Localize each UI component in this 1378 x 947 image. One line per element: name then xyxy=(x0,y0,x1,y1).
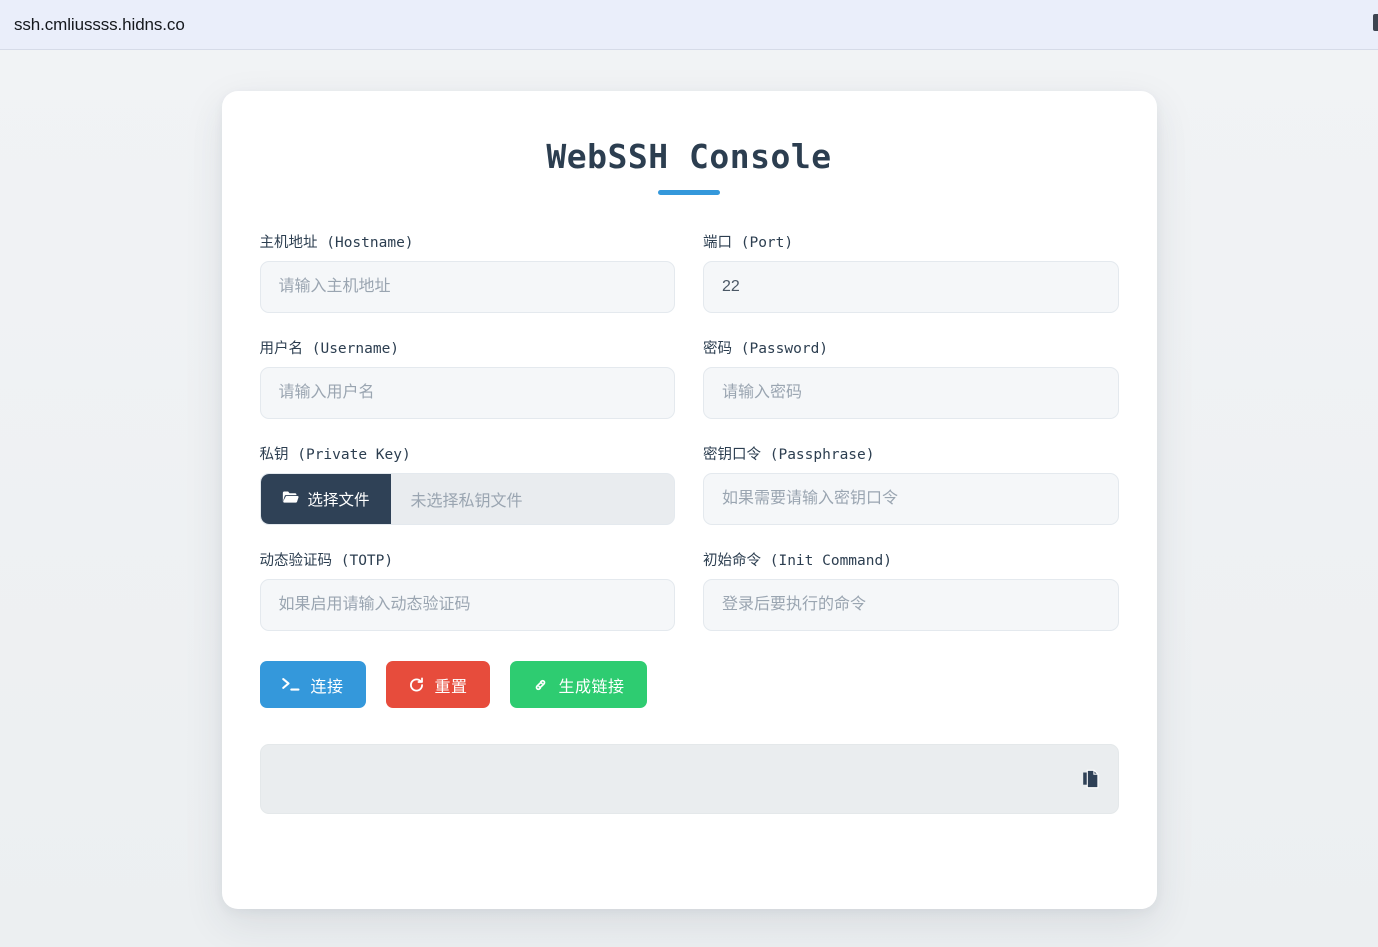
hostname-input[interactable] xyxy=(259,261,675,313)
label-password: 密码 (Password) xyxy=(703,341,829,357)
totp-input[interactable] xyxy=(259,579,675,631)
title-underline-accent xyxy=(658,190,720,195)
label-hostname: 主机地址 (Hostname) xyxy=(259,235,414,251)
label-totp: 动态验证码 (TOTP) xyxy=(259,553,394,569)
choose-file-label: 选择文件 xyxy=(307,492,370,509)
password-input[interactable] xyxy=(703,367,1119,419)
reset-button[interactable]: 重置 xyxy=(385,661,490,708)
connect-button[interactable]: 连接 xyxy=(259,661,366,708)
output-panel xyxy=(259,744,1119,814)
folder-open-icon xyxy=(282,490,299,509)
selected-file-name: 未选择私钥文件 xyxy=(410,493,523,510)
label-port: 端口 (Port) xyxy=(703,235,794,251)
url-text: ssh.cmliussss.hidns.co xyxy=(14,14,185,34)
port-input[interactable] xyxy=(703,261,1119,313)
reset-button-label: 重置 xyxy=(434,678,468,696)
generate-link-button[interactable]: 生成链接 xyxy=(509,661,647,708)
field-username: 用户名 (Username) xyxy=(259,337,675,419)
label-init-command: 初始命令 (Init Command) xyxy=(703,553,892,569)
copy-icon xyxy=(1082,769,1099,792)
username-input[interactable] xyxy=(259,367,675,419)
websh-console-card: WebSSH Console 主机地址 (Hostname) 端口 (Port)… xyxy=(221,91,1157,909)
page-background: WebSSH Console 主机地址 (Hostname) 端口 (Port)… xyxy=(0,50,1378,947)
label-passphrase: 密钥口令 (Passphrase) xyxy=(703,447,875,463)
field-init-command: 初始命令 (Init Command) xyxy=(703,549,1119,631)
passphrase-input[interactable] xyxy=(703,473,1119,525)
label-username: 用户名 (Username) xyxy=(259,341,400,357)
link-icon xyxy=(532,677,549,693)
copy-button[interactable] xyxy=(1078,766,1103,793)
field-port: 端口 (Port) xyxy=(703,231,1119,313)
connect-button-label: 连接 xyxy=(310,678,344,696)
field-hostname: 主机地址 (Hostname) xyxy=(259,231,675,313)
browser-url-bar[interactable]: ssh.cmliussss.hidns.co xyxy=(0,0,1378,50)
action-button-group: 连接 重置 生成链接 xyxy=(259,661,1119,708)
terminal-prompt-icon xyxy=(281,677,301,692)
generate-link-button-label: 生成链接 xyxy=(558,678,625,696)
refresh-icon xyxy=(408,677,425,693)
label-private-key: 私钥 (Private Key) xyxy=(259,447,411,463)
private-key-file-row: 选择文件 未选择私钥文件 xyxy=(259,473,675,525)
field-password: 密码 (Password) xyxy=(703,337,1119,419)
connection-form: 主机地址 (Hostname) 端口 (Port) 用户名 (Username)… xyxy=(259,231,1119,655)
init-command-input[interactable] xyxy=(703,579,1119,631)
choose-file-button[interactable]: 选择文件 xyxy=(260,474,391,524)
field-private-key: 私钥 (Private Key) 选择文件 未选择私钥文件 xyxy=(259,443,675,525)
browser-edge-icon[interactable] xyxy=(1373,14,1378,31)
page-title: WebSSH Console xyxy=(546,137,832,176)
field-totp: 动态验证码 (TOTP) xyxy=(259,549,675,631)
field-passphrase: 密钥口令 (Passphrase) xyxy=(703,443,1119,525)
